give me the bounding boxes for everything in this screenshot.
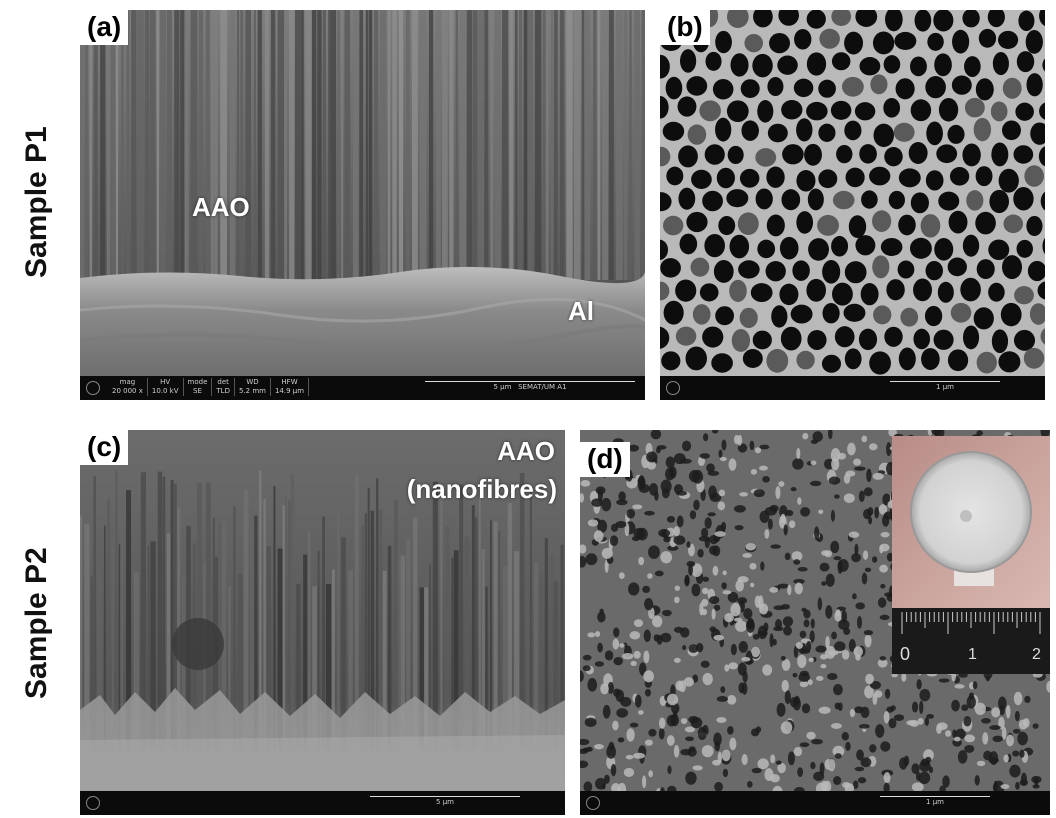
- databar-field-value: TLD: [216, 387, 230, 395]
- panel-c-tag: (c): [80, 430, 129, 465]
- ruler-mark-1: 1: [968, 646, 977, 663]
- panel-c-label-nanofibres: (nanofibres): [406, 474, 557, 504]
- sample-disc-photo: [892, 436, 1050, 674]
- panel-a-scale-label: 5 µm: [493, 383, 512, 391]
- ruler-mark-0: 0: [900, 644, 911, 664]
- databar-field-name: HV: [160, 378, 171, 386]
- databar-field-value: 20 000 x: [112, 387, 143, 395]
- panel-b-tag: (b): [660, 10, 710, 45]
- fei-logo-icon: [86, 381, 100, 395]
- fei-logo-icon: [586, 796, 600, 810]
- panel-b-scale-bar: 1 µm: [890, 378, 1000, 392]
- databar-field-det: det TLD: [212, 378, 235, 396]
- panel-c-label-aao: AAO: [497, 436, 555, 466]
- databar-field-value: 5.2 mm: [238, 387, 266, 395]
- panel-c-scale-label: 5 µm: [436, 798, 454, 806]
- panel-d-scale-label: 1 µm: [926, 798, 944, 806]
- databar-field-name: mag: [119, 378, 136, 386]
- panel-c-micrograph: [80, 430, 565, 815]
- databar-field-wd: WD 5.2 mm: [235, 378, 271, 396]
- databar-field-hv: HV 10.0 kV: [148, 378, 184, 396]
- panel-c-scale-bar: 5 µm: [370, 793, 520, 807]
- fei-logo-icon: [666, 381, 680, 395]
- databar-field-name: det: [217, 378, 229, 386]
- panel-a-label-aao: AAO: [192, 192, 250, 222]
- fei-logo-icon: [86, 796, 100, 810]
- row-label-sample-p1: Sample P1: [20, 126, 53, 278]
- panel-a-databar-fields: mag 20 000 x HV 10.0 kV mode SE det TLD WD 5.2 mm…: [108, 378, 310, 396]
- databar-field-value: SE: [193, 387, 202, 395]
- databar-field-hfw: HFW 14.9 µm: [271, 378, 310, 396]
- panel-a-tag: (a): [80, 10, 129, 45]
- databar-field-value: 14.9 µm: [274, 387, 305, 395]
- panel-c-databar: 5 µm: [80, 791, 565, 815]
- databar-field-mode: mode SE: [184, 378, 213, 396]
- databar-field-name: HFW: [281, 378, 298, 386]
- row-label-sample-p2: Sample P2: [20, 547, 53, 699]
- panel-d-scale-bar: 1 µm: [880, 793, 990, 807]
- panel-d-tag: (d): [580, 442, 630, 477]
- panel-a-micrograph: [80, 10, 645, 376]
- panel-b-sem-pores: (b) 1 µm: [660, 10, 1045, 400]
- panel-c-sem-nanofibres: (c) AAO (nanofibres) 5 µm: [80, 430, 565, 815]
- databar-field-mag: mag 20 000 x: [108, 378, 148, 396]
- panel-a-databar: mag 20 000 x HV 10.0 kV mode SE det TLD WD 5.2 mm…: [80, 376, 645, 400]
- panel-a-facility: SEMAT/UM A1: [518, 383, 567, 391]
- panel-b-databar: 1 µm: [660, 376, 1045, 400]
- panel-d-photo-inset: 0 1 2: [892, 436, 1050, 674]
- panel-b-micrograph: [660, 10, 1045, 375]
- ruler-mark-2: 2: [1032, 646, 1041, 663]
- databar-field-name: WD: [246, 378, 259, 386]
- panel-b-scale-label: 1 µm: [936, 383, 954, 391]
- panel-a-scale-bar: 5 µm SEMAT/UM A1: [425, 378, 635, 392]
- panel-a-label-al: Al: [568, 296, 594, 326]
- panel-d-sem-surface: (d) 0 1 2 1 µm: [580, 430, 1050, 815]
- databar-field-name: mode: [187, 378, 208, 386]
- panel-d-databar: 1 µm: [580, 791, 1050, 815]
- panel-a-sem-cross-section: (a) AAO Al mag 20 000 x HV 10.0 kV mode SE det…: [80, 10, 645, 400]
- databar-field-value: 10.0 kV: [151, 387, 179, 395]
